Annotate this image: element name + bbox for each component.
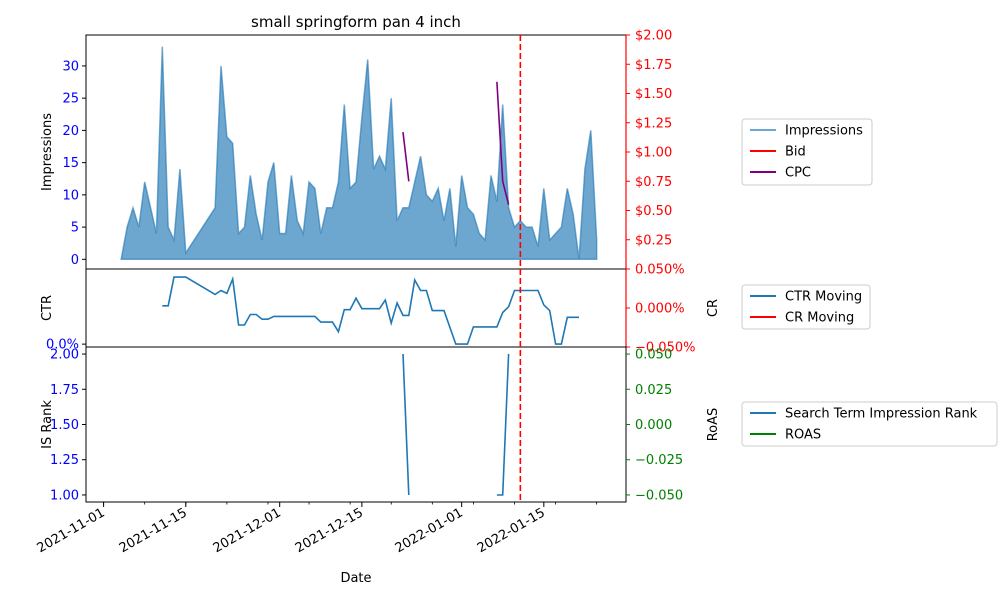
y2-tick-label: $1.25	[635, 116, 672, 131]
y2-tick-label: −0.050%	[635, 341, 695, 356]
y2-tick-label: $2.00	[635, 29, 672, 44]
series-search-term-impression-rank-line	[496, 353, 510, 496]
y-axis-label: IS Rank	[40, 400, 55, 449]
y2-tick-label: 0.000	[635, 418, 672, 433]
y2-axis-label: RoAS	[706, 408, 721, 442]
legend-box	[741, 401, 998, 447]
y2-tick-label: −0.025	[635, 453, 683, 468]
y-tick-label: 1.25	[50, 453, 79, 468]
y-tick-label: 1.75	[50, 383, 79, 398]
legend-label: ROAS	[785, 428, 821, 443]
panel-frame	[85, 268, 627, 348]
y-tick-label: 10	[62, 188, 79, 203]
legend-label: CTR Moving	[785, 290, 862, 305]
legend-label: Impressions	[785, 124, 863, 139]
panel-impressions	[82, 34, 873, 270]
legend-label: CR Moving	[785, 311, 854, 326]
series-cpc-line	[496, 81, 510, 205]
y2-tick-label: 0.050	[635, 348, 672, 363]
legend-label: CPC	[785, 166, 811, 181]
y2-tick-label: $0.50	[635, 204, 672, 219]
chart-title: small springform pan 4 inch	[251, 13, 461, 31]
x-tick-label: 2021-12-15	[293, 505, 366, 556]
series-search-term-impression-rank-line	[402, 353, 410, 496]
y-tick-label: 25	[62, 92, 79, 107]
y-tick-label: 30	[62, 59, 79, 74]
y2-tick-label: $0.25	[635, 233, 672, 248]
legend-label: Bid	[785, 145, 806, 160]
y-tick-label: 1.50	[50, 418, 79, 433]
y2-axis-label: CR	[706, 299, 721, 317]
x-tick-label: 2022-01-15	[475, 505, 548, 556]
y2-tick-label: $1.50	[635, 87, 672, 102]
y2-tick-label: 0.025	[635, 383, 672, 398]
x-tick-label: 2021-11-15	[117, 505, 190, 556]
y2-tick-label: $0.75	[635, 175, 672, 190]
y2-tick-label: $1.75	[635, 58, 672, 73]
legend-box	[741, 118, 873, 186]
y-tick-label: 20	[62, 124, 79, 139]
series-ctr-moving-line	[162, 275, 579, 345]
panel-rank	[82, 346, 998, 503]
y-tick-label: 0	[71, 253, 79, 268]
x-tick-label: 2022-01-01	[393, 505, 466, 556]
y-axis-label: CTR	[40, 295, 55, 321]
series-cpc-line	[402, 132, 410, 182]
y-tick-label: 5	[71, 221, 79, 236]
series-impressions-area	[120, 46, 598, 261]
x-tick-label: 2021-11-01	[35, 505, 108, 556]
y2-tick-label: −0.050	[635, 488, 683, 503]
y-axis-label: Impressions	[40, 113, 55, 191]
panel-frame	[85, 346, 627, 503]
y-tick-label: 15	[62, 156, 79, 171]
y-tick-label: 1.00	[50, 488, 79, 503]
x-tick-label: 2021-12-01	[211, 505, 284, 556]
y-tick-label: 0.0%	[46, 338, 79, 353]
y-tick-label: 2.00	[50, 348, 79, 363]
y2-tick-label: 0.000%	[635, 302, 685, 317]
x-axis-label: Date	[340, 571, 371, 586]
legend-label: Search Term Impression Rank	[785, 407, 978, 422]
y2-tick-label: 0.050%	[635, 263, 685, 278]
y2-tick-label: $1.00	[635, 146, 672, 161]
